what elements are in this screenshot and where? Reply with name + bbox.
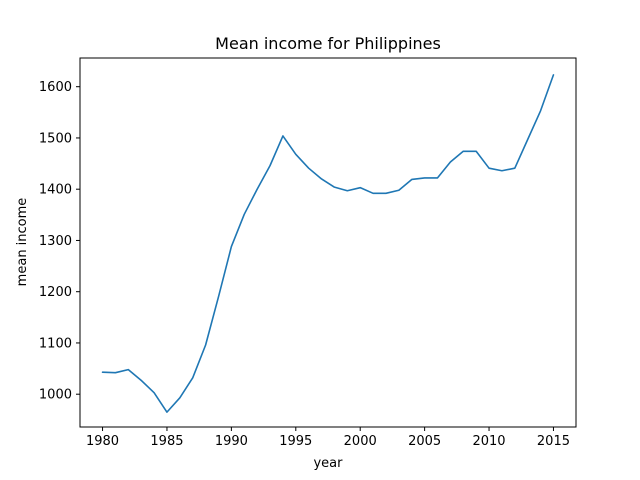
series-line bbox=[101, 74, 555, 413]
x-tick-label: 2010 bbox=[472, 434, 505, 449]
x-tick-label: 2015 bbox=[537, 434, 570, 449]
x-axis: 1980 1985 1990 1995 2000 2005 2010 2015 bbox=[86, 427, 570, 449]
y-axis-label: mean income bbox=[15, 198, 30, 287]
y-tick-label: 1000 bbox=[39, 388, 72, 403]
x-tick-label: 1990 bbox=[215, 434, 248, 449]
axes-frame bbox=[79, 57, 577, 428]
y-tick-label: 1100 bbox=[39, 336, 72, 351]
x-tick-label: 1980 bbox=[86, 434, 119, 449]
x-tick-label: 2005 bbox=[408, 434, 441, 449]
x-axis-label: year bbox=[313, 456, 343, 471]
plot-area bbox=[101, 74, 555, 413]
y-tick-label: 1500 bbox=[39, 131, 72, 146]
y-axis: 1000 1100 1200 1300 1400 1500 1600 bbox=[39, 80, 80, 403]
x-tick-label: 1985 bbox=[150, 434, 183, 449]
y-tick-label: 1200 bbox=[39, 285, 72, 300]
y-tick-label: 1600 bbox=[39, 80, 72, 95]
x-tick-label: 1995 bbox=[279, 434, 312, 449]
chart-title: Mean income for Philippines bbox=[215, 34, 441, 53]
y-tick-label: 1300 bbox=[39, 234, 72, 249]
x-tick-label: 2000 bbox=[344, 434, 377, 449]
y-tick-label: 1400 bbox=[39, 183, 72, 198]
